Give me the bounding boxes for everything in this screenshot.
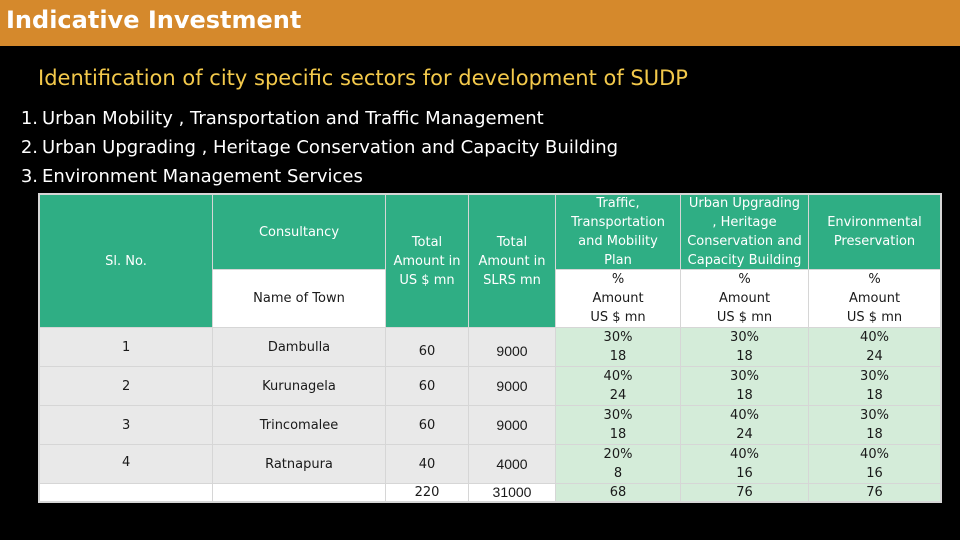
table-row-traffic: 20% 8: [556, 445, 680, 483]
sector-item: 1. Urban Mobility , Transportation and Tr…: [20, 108, 544, 129]
unit-urban: % Amount US $ mn: [681, 270, 808, 327]
header-sl-no: Sl. No.: [40, 195, 212, 327]
header-traffic: Traffic, Transportation and Mobility Plan: [556, 195, 680, 269]
table-row-town: Kurunagela: [213, 367, 385, 405]
sector-item: 2. Urban Upgrading , Heritage Conservatio…: [20, 137, 619, 158]
table-row-usd: 40: [386, 445, 468, 483]
table-row-usd: 60: [386, 367, 468, 405]
table-row-env: 30% 18: [809, 367, 940, 405]
table-row-town: Ratnapura: [213, 445, 385, 483]
total-usd: 220: [386, 484, 468, 501]
total-slrs: 31000: [469, 484, 555, 501]
table-row-env: 40% 24: [809, 328, 940, 366]
totals-empty-sl: [40, 484, 212, 501]
sector-item: 3. Environment Management Services: [20, 166, 363, 187]
table-row-slrs: 4000: [469, 445, 555, 483]
table-row-slrs: 9000: [469, 367, 555, 405]
page-title: Indicative Investment: [6, 6, 302, 34]
totals-empty-town: [213, 484, 385, 501]
header-name-of-town: Name of Town: [213, 270, 385, 327]
table-row-traffic: 30% 18: [556, 328, 680, 366]
header-urban-upgrading: Urban Upgrading, Heritage Conservation an…: [681, 195, 808, 269]
table-row-slrs: 9000: [469, 406, 555, 444]
table-row-urban: 40% 24: [681, 406, 808, 444]
table-row-sl: 2: [40, 367, 212, 405]
table-row-sl: 4: [40, 445, 212, 483]
table-row-urban: 30% 18: [681, 328, 808, 366]
sector-list: 1. Urban Mobility , Transportation and Tr…: [10, 104, 618, 191]
header-environment: Environmental Preservation: [809, 195, 940, 269]
table-row-env: 30% 18: [809, 406, 940, 444]
table-row-slrs: 9000: [469, 328, 555, 366]
total-traffic: 68: [556, 484, 680, 501]
table-row-env: 40% 16: [809, 445, 940, 483]
table-row-traffic: 30% 18: [556, 406, 680, 444]
total-urban: 76: [681, 484, 808, 501]
table-row-usd: 60: [386, 406, 468, 444]
table-row-urban: 30% 18: [681, 367, 808, 405]
header-total-slrs: Total Amount in SLRS mn: [469, 195, 555, 327]
subtitle: Identification of city specific sectors …: [38, 66, 688, 90]
title-bar: Indicative Investment: [0, 0, 960, 46]
unit-traffic: % Amount US $ mn: [556, 270, 680, 327]
table-row-traffic: 40% 24: [556, 367, 680, 405]
table-row-town: Trincomalee: [213, 406, 385, 444]
unit-environment: % Amount US $ mn: [809, 270, 940, 327]
table-row-sl: 1: [40, 328, 212, 366]
table-row-town: Dambulla: [213, 328, 385, 366]
total-environment: 76: [809, 484, 940, 501]
header-total-usd: Total Amount in US $ mn: [386, 195, 468, 327]
header-consultancy: Consultancy: [213, 195, 385, 269]
table-row-usd: 60: [386, 328, 468, 366]
investment-table: Sl. No. Consultancy Name of Town Total Am…: [38, 193, 942, 503]
table-row-urban: 40% 16: [681, 445, 808, 483]
table-row-sl: 3: [40, 406, 212, 444]
